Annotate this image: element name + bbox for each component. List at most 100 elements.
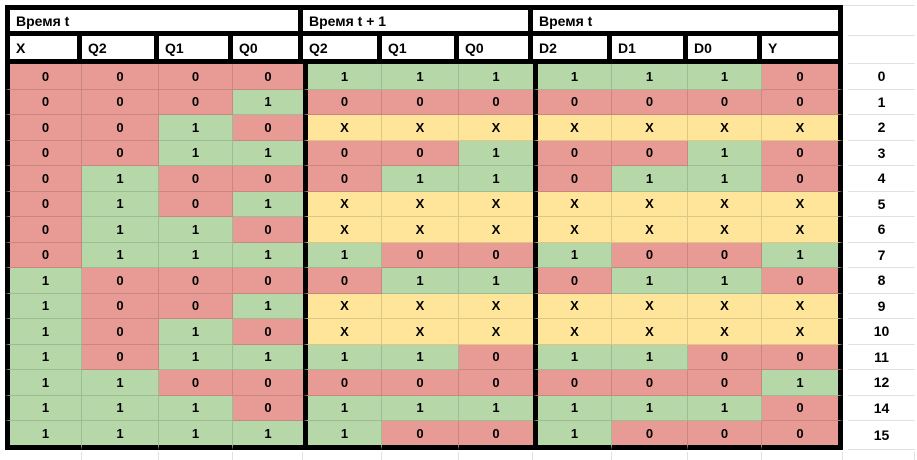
data-cell[interactable]: X bbox=[612, 293, 688, 319]
column-header-cell[interactable]: Q2 bbox=[303, 36, 382, 64]
data-cell[interactable]: 1 bbox=[159, 140, 233, 166]
data-cell[interactable]: 1 bbox=[459, 395, 533, 421]
data-cell[interactable]: X bbox=[688, 319, 762, 345]
data-cell[interactable]: X bbox=[459, 293, 533, 319]
data-cell[interactable]: 0 bbox=[159, 166, 233, 192]
data-cell[interactable]: 0 bbox=[762, 344, 843, 370]
row-label[interactable]: 15 bbox=[848, 421, 915, 450]
data-cell[interactable]: 0 bbox=[82, 268, 159, 294]
data-cell[interactable]: 0 bbox=[82, 89, 159, 115]
data-cell[interactable]: 1 bbox=[612, 395, 688, 421]
data-cell[interactable]: 0 bbox=[459, 344, 533, 370]
data-cell[interactable]: 0 bbox=[533, 89, 612, 115]
data-cell[interactable]: 1 bbox=[159, 115, 233, 141]
data-cell[interactable]: 0 bbox=[303, 268, 382, 294]
data-cell[interactable]: X bbox=[382, 191, 459, 217]
data-cell[interactable]: 0 bbox=[762, 395, 843, 421]
column-header-cell[interactable]: Q1 bbox=[159, 36, 233, 64]
data-cell[interactable]: 0 bbox=[762, 140, 843, 166]
group-header-cell[interactable]: Время t + 1 bbox=[303, 5, 533, 36]
data-cell[interactable]: X bbox=[382, 115, 459, 141]
row-label[interactable]: 7 bbox=[848, 242, 915, 268]
data-cell[interactable]: X bbox=[382, 217, 459, 243]
data-cell[interactable]: X bbox=[303, 191, 382, 217]
data-cell[interactable]: 0 bbox=[233, 319, 303, 345]
data-cell[interactable]: 0 bbox=[5, 217, 82, 243]
column-header-cell[interactable]: D1 bbox=[612, 36, 688, 64]
data-cell[interactable]: 1 bbox=[459, 64, 533, 90]
data-cell[interactable]: 0 bbox=[303, 89, 382, 115]
data-cell[interactable]: 0 bbox=[382, 89, 459, 115]
column-header-cell[interactable]: Q0 bbox=[233, 36, 303, 64]
data-cell[interactable]: 0 bbox=[762, 89, 843, 115]
data-cell[interactable]: 1 bbox=[612, 268, 688, 294]
data-cell[interactable]: 1 bbox=[233, 421, 303, 450]
data-cell[interactable]: 0 bbox=[82, 293, 159, 319]
data-cell[interactable]: 0 bbox=[82, 64, 159, 90]
data-cell[interactable]: X bbox=[762, 191, 843, 217]
data-cell[interactable]: 1 bbox=[612, 344, 688, 370]
data-cell[interactable]: 0 bbox=[762, 421, 843, 450]
data-cell[interactable]: 0 bbox=[159, 89, 233, 115]
data-cell[interactable]: X bbox=[688, 293, 762, 319]
row-label[interactable]: 6 bbox=[848, 217, 915, 243]
data-cell[interactable]: 0 bbox=[233, 166, 303, 192]
data-cell[interactable]: 1 bbox=[159, 319, 233, 345]
data-cell[interactable]: X bbox=[382, 293, 459, 319]
data-cell[interactable]: 0 bbox=[533, 268, 612, 294]
data-cell[interactable]: X bbox=[303, 319, 382, 345]
data-cell[interactable]: 1 bbox=[5, 344, 82, 370]
data-cell[interactable]: 0 bbox=[612, 421, 688, 450]
data-cell[interactable]: 0 bbox=[382, 421, 459, 450]
data-cell[interactable]: 1 bbox=[82, 370, 159, 396]
data-cell[interactable]: X bbox=[533, 115, 612, 141]
data-cell[interactable]: 1 bbox=[233, 293, 303, 319]
data-cell[interactable]: 1 bbox=[533, 421, 612, 450]
data-cell[interactable]: 1 bbox=[382, 268, 459, 294]
data-cell[interactable]: 1 bbox=[303, 344, 382, 370]
data-cell[interactable]: 0 bbox=[688, 344, 762, 370]
row-label[interactable]: 10 bbox=[848, 319, 915, 345]
data-cell[interactable]: 1 bbox=[688, 166, 762, 192]
data-cell[interactable]: X bbox=[688, 115, 762, 141]
data-cell[interactable]: 1 bbox=[159, 395, 233, 421]
data-cell[interactable]: X bbox=[688, 191, 762, 217]
row-label[interactable]: 0 bbox=[848, 64, 915, 90]
data-cell[interactable]: 1 bbox=[5, 370, 82, 396]
data-cell[interactable]: 1 bbox=[5, 421, 82, 450]
data-cell[interactable]: 0 bbox=[688, 242, 762, 268]
data-cell[interactable]: 0 bbox=[762, 166, 843, 192]
column-header-cell[interactable]: X bbox=[5, 36, 82, 64]
data-cell[interactable]: 0 bbox=[303, 370, 382, 396]
data-cell[interactable]: 1 bbox=[82, 166, 159, 192]
data-cell[interactable]: X bbox=[762, 319, 843, 345]
data-cell[interactable]: 0 bbox=[82, 115, 159, 141]
data-cell[interactable]: 1 bbox=[303, 242, 382, 268]
data-cell[interactable]: 1 bbox=[533, 344, 612, 370]
group-header-cell[interactable]: Время t bbox=[5, 5, 303, 36]
data-cell[interactable]: 1 bbox=[459, 268, 533, 294]
data-cell[interactable]: 0 bbox=[459, 242, 533, 268]
data-cell[interactable]: 0 bbox=[233, 268, 303, 294]
data-cell[interactable]: 1 bbox=[303, 395, 382, 421]
data-cell[interactable]: X bbox=[459, 191, 533, 217]
data-cell[interactable]: 1 bbox=[82, 217, 159, 243]
row-label[interactable]: 14 bbox=[848, 395, 915, 421]
row-label[interactable]: 11 bbox=[848, 344, 915, 370]
data-cell[interactable]: 1 bbox=[688, 64, 762, 90]
data-cell[interactable]: X bbox=[303, 293, 382, 319]
data-cell[interactable]: 1 bbox=[303, 421, 382, 450]
data-cell[interactable]: 1 bbox=[382, 344, 459, 370]
column-header-cell[interactable]: Q0 bbox=[459, 36, 533, 64]
data-cell[interactable]: X bbox=[688, 217, 762, 243]
data-cell[interactable]: 1 bbox=[382, 395, 459, 421]
column-header-cell[interactable]: Y bbox=[762, 36, 843, 64]
data-cell[interactable]: 0 bbox=[82, 319, 159, 345]
data-cell[interactable]: 0 bbox=[233, 395, 303, 421]
data-cell[interactable]: 1 bbox=[233, 89, 303, 115]
data-cell[interactable]: X bbox=[762, 217, 843, 243]
data-cell[interactable]: 1 bbox=[5, 268, 82, 294]
data-cell[interactable]: 0 bbox=[233, 370, 303, 396]
data-cell[interactable]: 0 bbox=[382, 140, 459, 166]
data-cell[interactable]: X bbox=[762, 293, 843, 319]
